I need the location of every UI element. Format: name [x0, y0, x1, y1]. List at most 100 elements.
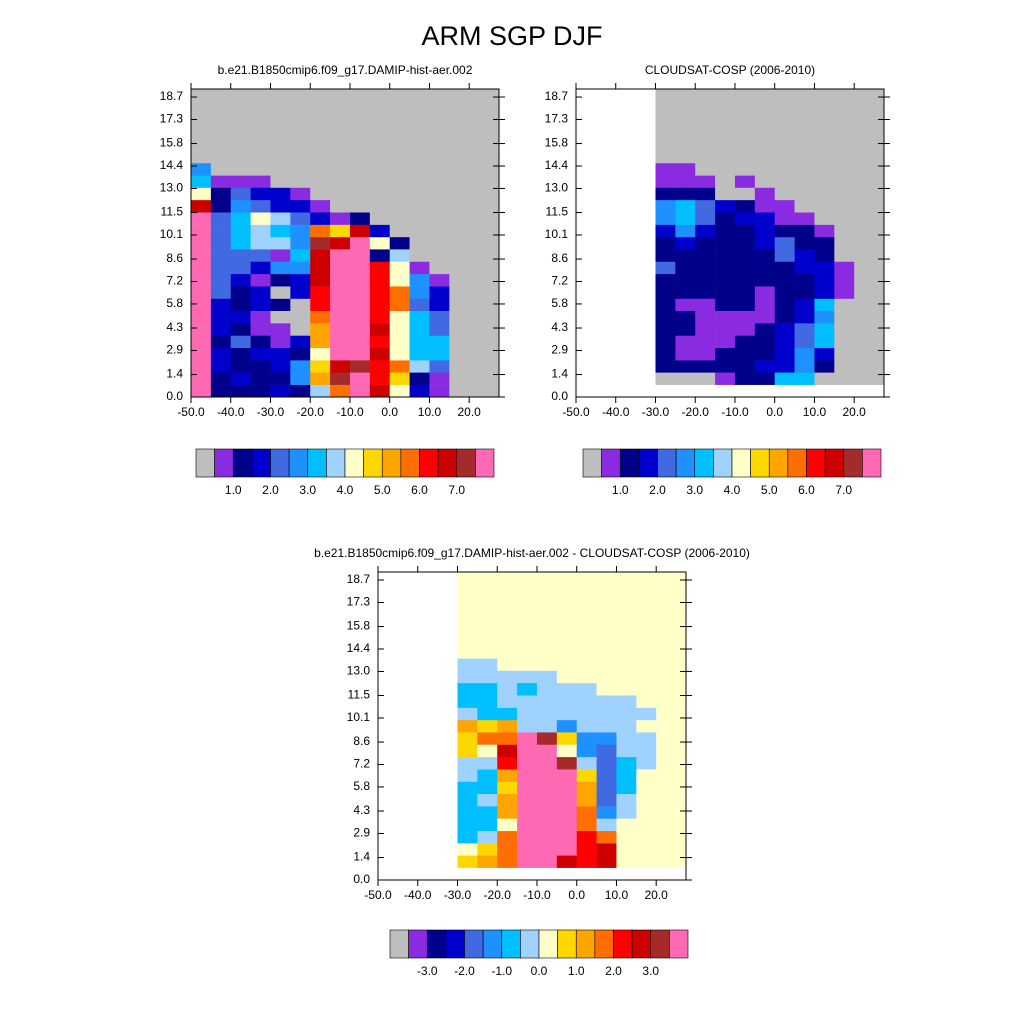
heatmap-cell [656, 596, 687, 610]
heatmap-cell [349, 175, 371, 188]
heatmap-cell [675, 89, 696, 102]
colorbar-box [619, 448, 640, 478]
heatmap-cell [794, 249, 815, 262]
heatmap-cell [369, 212, 391, 225]
heatmap-cell [596, 756, 617, 770]
heatmap-cell [330, 101, 351, 115]
heatmap-cell [794, 347, 815, 361]
heatmap-cell [191, 113, 212, 127]
heatmap-cell [536, 830, 558, 844]
heatmap-cell [636, 633, 657, 647]
heatmap-cell [715, 372, 736, 385]
heatmap-cell [477, 707, 498, 721]
heatmap-cell [290, 125, 311, 139]
heatmap-cell [389, 175, 410, 188]
heatmap-cell [774, 261, 795, 275]
heatmap-cell [477, 621, 498, 634]
heatmap-cell [429, 286, 450, 299]
heatmap-cell [814, 360, 835, 373]
y-tick-label: 1.4 [551, 367, 568, 381]
heatmap-cell [369, 286, 391, 299]
heatmap-cell [270, 187, 291, 201]
figure-title: ARM SGP DJF [421, 21, 602, 51]
heatmap-cell [477, 670, 498, 684]
colorbar-box [326, 448, 346, 478]
heatmap-cell [536, 769, 558, 782]
heatmap-cell [429, 150, 450, 164]
heatmap-cell [774, 212, 795, 225]
heatmap-cell [556, 707, 578, 721]
x-tick-label: -30.0 [444, 888, 472, 902]
heatmap-cell [656, 818, 687, 832]
heatmap-cell [655, 101, 676, 115]
heatmap-cell [656, 633, 687, 647]
heatmap-cell [834, 273, 855, 287]
heatmap-cell [429, 310, 450, 324]
heatmap-cell [497, 645, 518, 659]
heatmap-cell [349, 249, 371, 262]
x-tick-label: 0.0 [766, 405, 783, 419]
heatmap-cell [389, 372, 410, 385]
heatmap-cell [290, 335, 311, 349]
heatmap-cell [457, 670, 478, 684]
heatmap-cell [774, 224, 795, 238]
heatmap-cell [536, 621, 558, 634]
y-tick-label: 17.3 [545, 112, 569, 126]
heatmap-cell [656, 584, 687, 598]
heatmap-cell [310, 384, 331, 398]
colorbar-label: 2.0 [605, 964, 622, 978]
heatmap-cell [270, 249, 291, 262]
heatmap-cell [230, 101, 251, 115]
heatmap-cell [290, 138, 311, 151]
x-tick-label: -40.0 [217, 405, 245, 419]
heatmap-cell [349, 125, 371, 139]
heatmap-cell [556, 584, 578, 598]
heatmap-cell [715, 323, 736, 336]
colorbar-box [381, 448, 402, 478]
colorbar-box [475, 448, 495, 478]
heatmap-cell [389, 286, 410, 299]
heatmap-cell [556, 793, 578, 807]
heatmap-cell [556, 830, 578, 844]
heatmap-cell [270, 298, 291, 311]
heatmap-cell [734, 261, 756, 275]
y-tick-label: 15.8 [545, 136, 569, 150]
heatmap-cell [616, 793, 637, 807]
heatmap-cell [517, 707, 538, 721]
heatmap-cell [734, 125, 756, 139]
heatmap-cell [349, 360, 371, 373]
heatmap-cell [477, 806, 498, 819]
x-tick-label: 0.0 [568, 888, 585, 902]
heatmap-cell [409, 323, 430, 336]
heatmap-cell [230, 286, 251, 299]
heatmap-cell [834, 138, 855, 151]
heatmap-cell [369, 199, 391, 213]
heatmap-cell [794, 162, 815, 176]
heatmap-cell [349, 310, 371, 324]
heatmap-cell [369, 298, 391, 311]
heatmap-cell [349, 273, 371, 287]
heatmap-cell [349, 101, 371, 115]
heatmap-cell [794, 89, 815, 102]
heatmap-cell [210, 323, 232, 336]
heatmap-cell [409, 89, 430, 102]
heatmap-cell [469, 347, 500, 361]
heatmap-cell [834, 261, 855, 275]
heatmap-cell [469, 335, 500, 349]
heatmap-cell [477, 596, 498, 610]
colorbar-box [650, 929, 670, 959]
heatmap-cell [576, 781, 597, 794]
heatmap-cell [517, 621, 538, 634]
heatmap-cell [389, 113, 410, 127]
heatmap-cell [457, 608, 478, 622]
heatmap-cell [330, 113, 351, 127]
heatmap-cell [409, 360, 430, 373]
heatmap-cell [349, 162, 371, 176]
x-tick-label: -20.0 [297, 405, 325, 419]
heatmap-cell [230, 273, 251, 287]
heatmap-cell [349, 261, 371, 275]
heatmap-cell [695, 372, 716, 385]
colorbar-label: -1.0 [491, 964, 512, 978]
heatmap-cell [369, 335, 391, 349]
heatmap-cell [449, 150, 470, 164]
